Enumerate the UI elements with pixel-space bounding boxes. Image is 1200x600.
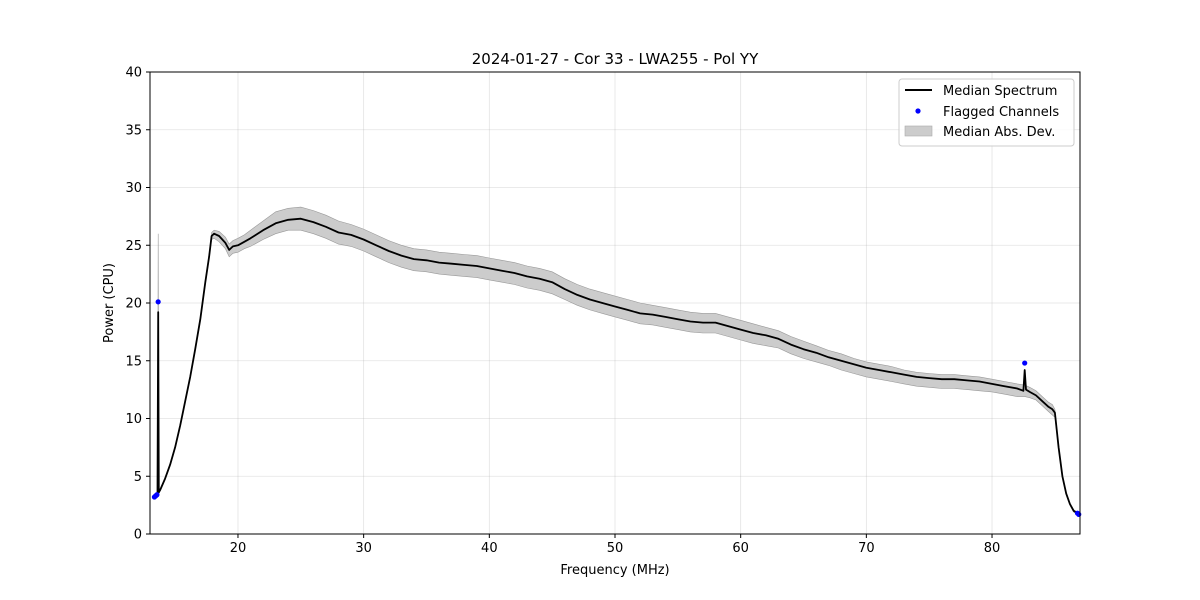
y-tick-label: 30 — [125, 181, 142, 196]
x-tick-label: 20 — [230, 541, 247, 556]
y-axis-ticks: 0 5 10 15 20 25 30 35 40 — [125, 66, 150, 543]
y-tick-label: 10 — [125, 412, 142, 427]
y-axis-label: Power (CPU) — [102, 263, 117, 343]
flagged-channel-point — [154, 492, 160, 498]
legend-label-median-abs-dev: Median Abs. Dev. — [943, 125, 1055, 140]
x-tick-label: 30 — [355, 541, 372, 556]
y-tick-label: 5 — [134, 470, 142, 485]
y-tick-label: 40 — [125, 66, 142, 81]
flagged-points-layer — [151, 299, 1082, 517]
y-tick-label: 25 — [125, 239, 142, 254]
legend: Median Spectrum Flagged Channels Median … — [898, 78, 1075, 147]
y-tick-label: 35 — [125, 123, 142, 138]
y-tick-label: 15 — [125, 354, 142, 369]
flagged-channel-point — [155, 299, 161, 305]
flagged-channel-point — [1022, 360, 1028, 366]
median-spectrum-line — [153, 217, 1078, 514]
legend-point-swatch — [915, 108, 921, 114]
chart-title: 2024-01-27 - Cor 33 - LWA255 - Pol YY — [472, 50, 759, 68]
legend-band-swatch — [904, 125, 933, 137]
legend-label-median-spectrum: Median Spectrum — [943, 84, 1057, 99]
x-tick-label: 40 — [481, 541, 498, 556]
y-tick-label: 20 — [125, 297, 142, 312]
x-tick-label: 50 — [607, 541, 624, 556]
flagged-channel-point — [1076, 511, 1082, 517]
median-line-layer — [153, 217, 1078, 514]
legend-label-flagged-channels: Flagged Channels — [943, 105, 1059, 120]
x-tick-label: 70 — [858, 541, 875, 556]
x-tick-label: 80 — [984, 541, 1001, 556]
x-axis-ticks: 20 30 40 50 60 70 80 — [230, 534, 1001, 556]
legend-box — [898, 78, 1075, 147]
x-tick-label: 60 — [732, 541, 749, 556]
y-tick-label: 0 — [134, 528, 142, 543]
x-axis-label: Frequency (MHz) — [560, 563, 669, 578]
